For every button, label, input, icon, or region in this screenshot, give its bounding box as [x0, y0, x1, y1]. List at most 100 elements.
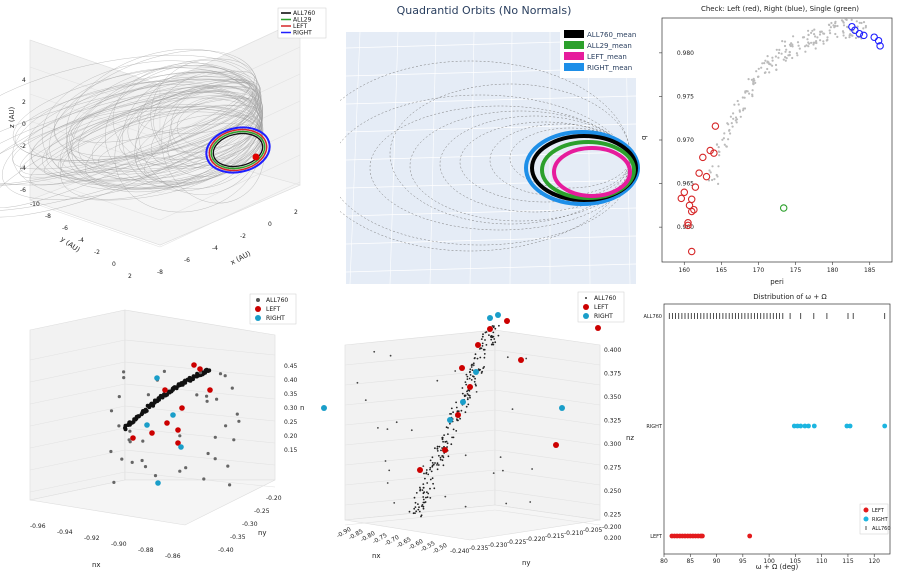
point-all760 [205, 399, 209, 403]
point-right [855, 29, 864, 38]
nx-tick-label: -0.86 [165, 553, 181, 560]
point-all760 [437, 464, 440, 466]
point-all [730, 122, 733, 125]
point-all [855, 20, 858, 23]
point-all [858, 21, 861, 24]
point-single [779, 204, 788, 212]
point-all760 [414, 512, 416, 514]
point-all760 [488, 334, 490, 336]
point-left [518, 357, 524, 363]
point-all760 [455, 401, 457, 404]
point-all [723, 143, 726, 146]
point-all [768, 71, 771, 74]
point-all760 [120, 457, 124, 461]
point-all760 [429, 478, 432, 481]
point-all760 [418, 506, 420, 509]
point-all760 [531, 468, 533, 470]
point-all760 [469, 370, 471, 373]
point-all760 [481, 370, 483, 373]
point-all760 [422, 486, 425, 489]
point-all [771, 56, 774, 59]
point-all760 [202, 477, 206, 481]
point-all760 [468, 377, 471, 380]
point-all760 [474, 383, 477, 386]
x-tick-label: 185 [864, 267, 876, 274]
point-all [771, 64, 774, 67]
point-all [727, 138, 730, 141]
point-left [677, 194, 686, 203]
point-all760 [464, 411, 467, 414]
point-all [791, 56, 794, 60]
grid-line [29, 383, 126, 405]
point-all760 [413, 496, 416, 499]
point-all760 [464, 505, 467, 508]
point-all [751, 93, 754, 96]
point-all [777, 51, 780, 55]
y-tick-label: 0.965 [677, 181, 694, 188]
n-tick-label: 0.40 [284, 377, 298, 384]
point-all [827, 23, 831, 26]
point-all [711, 178, 714, 182]
ny-tick-label: -0.200 [602, 524, 622, 531]
point-left [130, 435, 136, 441]
point-all760 [466, 397, 469, 399]
point-all760 [485, 344, 488, 346]
point-all760 [421, 504, 424, 506]
point-all [784, 50, 787, 53]
point-all760 [482, 348, 485, 351]
point-right [882, 423, 888, 429]
normals-3d-scatter: ALL760 LEFT RIGHT n nx ny 0.45 0.40 0.35 0.… [29, 293, 304, 569]
orbit-curve [0, 86, 258, 186]
point-all760 [459, 417, 461, 420]
point-all [845, 18, 848, 21]
point-all760 [198, 371, 203, 375]
point-all760 [449, 422, 451, 425]
n-tick-label: 0.20 [284, 433, 298, 440]
z-tick: -6 [20, 187, 26, 194]
point-all760 [483, 356, 486, 359]
point-all [791, 45, 794, 48]
point-all760 [469, 396, 471, 399]
orbit-curve [143, 115, 259, 179]
point-all [709, 171, 712, 174]
point-all760 [464, 454, 467, 457]
nz-tick-label: 0.375 [604, 371, 621, 378]
x-tick-label: 165 [716, 267, 728, 274]
point-all760 [464, 394, 467, 397]
point-all [823, 32, 826, 35]
point-all [775, 68, 778, 71]
grid-line [349, 31, 361, 285]
point-all760 [235, 412, 239, 416]
point-all [757, 67, 760, 70]
point-all760 [218, 372, 223, 376]
point-all760 [464, 381, 467, 383]
point-all760 [479, 347, 482, 350]
legend-all760: ALL760 [293, 10, 315, 17]
nx-axis-label: nx [92, 561, 101, 569]
point-left [191, 362, 197, 368]
x-tick-label: 85 [686, 558, 694, 565]
grid-line [469, 31, 475, 285]
y-tick: -10 [30, 201, 40, 208]
point-all760 [393, 502, 396, 504]
point-all760 [426, 482, 429, 484]
point-all760 [474, 353, 477, 356]
point-all760 [441, 459, 444, 462]
x-tick-label: 120 [869, 558, 881, 565]
point-all760 [224, 424, 228, 428]
z-axis-label: z (AU) [8, 106, 16, 128]
orbit-all760 [212, 132, 264, 168]
grid-line [344, 389, 496, 406]
point-all [744, 91, 747, 94]
point-all760 [482, 333, 484, 336]
point-all760 [422, 498, 425, 501]
point-left [691, 183, 700, 191]
point-all760 [436, 450, 439, 452]
x-tick: 0 [268, 221, 272, 228]
point-left [459, 365, 465, 371]
y-category-label: LEFT [650, 534, 663, 540]
point-left [595, 325, 601, 331]
point-all760 [153, 474, 158, 478]
point-all760 [230, 386, 234, 390]
legend-left: LEFT [293, 23, 307, 30]
